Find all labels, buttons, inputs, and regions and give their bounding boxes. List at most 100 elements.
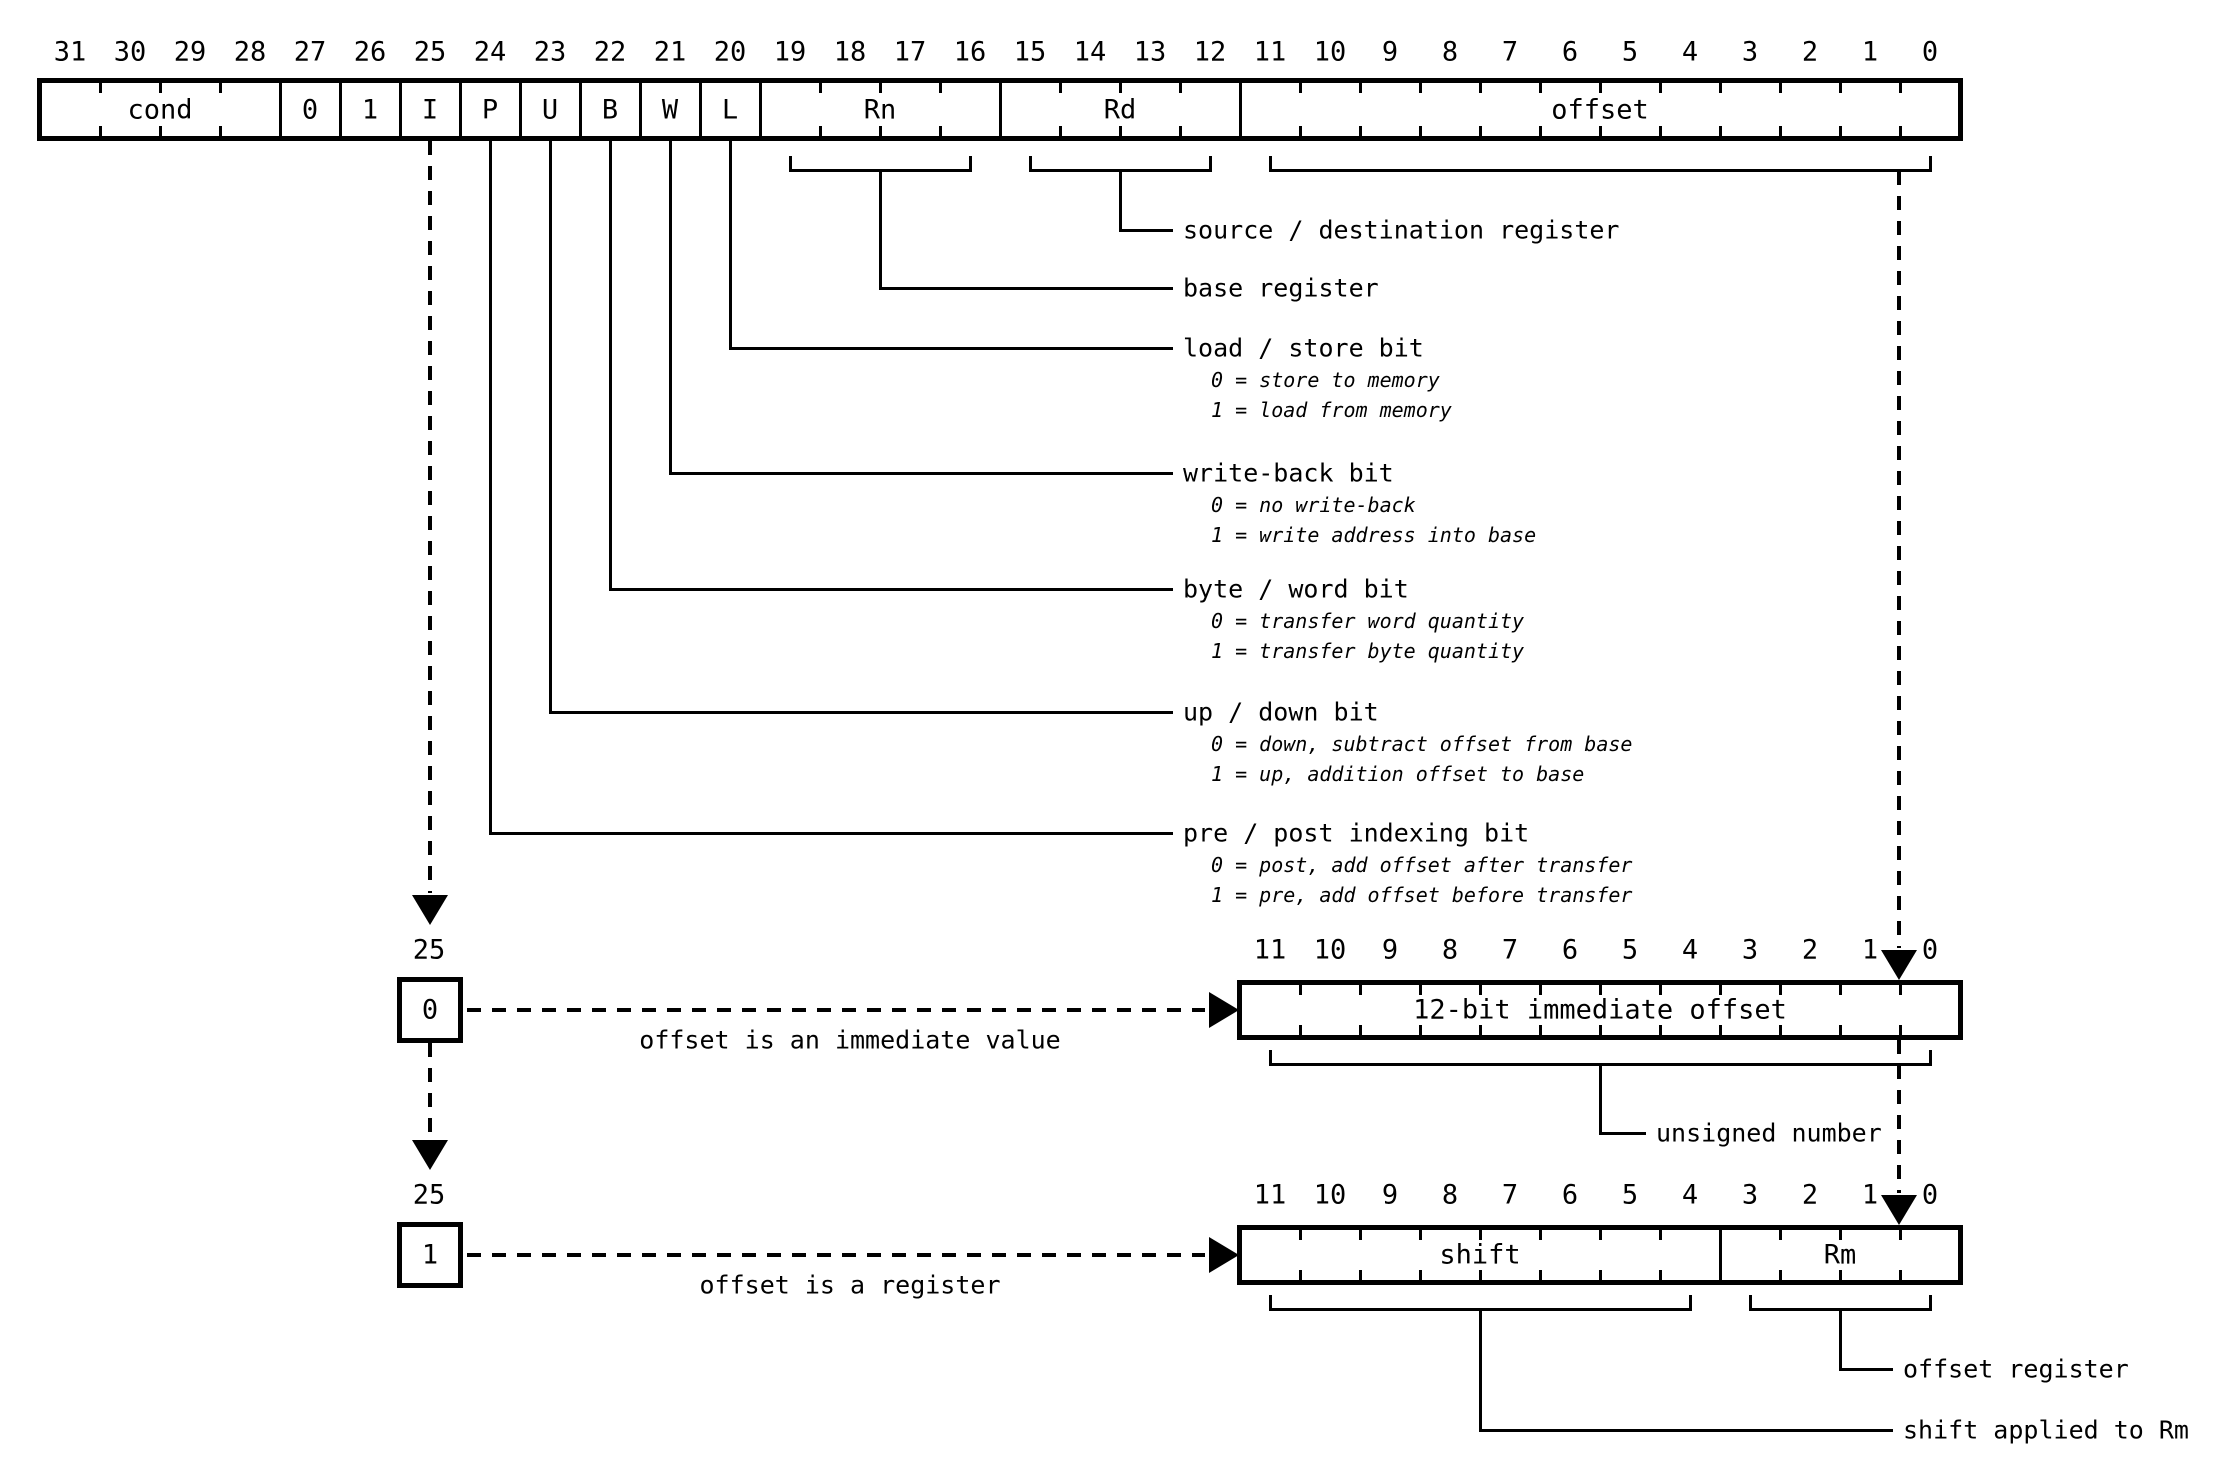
bit-tick [1658, 126, 1662, 136]
bit-tick [1538, 1230, 1542, 1240]
note-connector-horizontal [1480, 1428, 1893, 1432]
selector-bit-box [397, 977, 463, 1043]
bit-tick [1118, 126, 1122, 136]
bit-tick [1538, 1025, 1542, 1035]
bit-tick [1118, 83, 1122, 93]
field-label: shift [1439, 1239, 1521, 1271]
bit-tick [218, 126, 222, 136]
field-divider [998, 81, 1002, 138]
bit-tick [1778, 126, 1782, 136]
annotation-connector-horizontal [610, 587, 1173, 591]
bit-number-label: 12 [1193, 36, 1227, 68]
bit-number-label: 2 [1801, 1179, 1819, 1211]
bit-number-label: 6 [1561, 36, 1579, 68]
shift-bracket-right-stub [1688, 1295, 1692, 1311]
annotation-connector-vertical [878, 170, 882, 290]
bit-tick [1478, 1270, 1482, 1280]
flow-arrow-down-icon [1881, 950, 1917, 980]
note-connector-vertical [1598, 1064, 1602, 1135]
bit-number-label: 27 [293, 36, 327, 68]
bit-number-label: 20 [713, 36, 747, 68]
bit-number-label: 6 [1561, 1179, 1579, 1211]
selector-flow-line [428, 1043, 432, 1138]
bit-tick [1478, 1230, 1482, 1240]
offset-flow-line [1897, 171, 1901, 948]
bit-tick [1898, 126, 1902, 136]
selector-bit-number: 25 [412, 1179, 446, 1211]
field-divider [278, 81, 282, 138]
offset-bracket-line [1270, 168, 1930, 172]
bit-tick [878, 83, 882, 93]
bit-tick [1538, 985, 1542, 995]
annotation-detail: 1 = load from memory [1211, 398, 1452, 422]
bit-number-label: 7 [1501, 36, 1519, 68]
bit-number-label: 13 [1133, 36, 1167, 68]
bit-tick [1418, 126, 1422, 136]
bit-tick [1418, 985, 1422, 995]
bit-number-label: 19 [773, 36, 807, 68]
annotation-connector-vertical [668, 141, 672, 475]
note-connector-vertical [1478, 1309, 1482, 1432]
annotation-label: pre / post indexing bit [1183, 818, 1530, 848]
bit-tick [1178, 83, 1182, 93]
bit-tick [1658, 83, 1662, 93]
field-divider [698, 81, 702, 138]
bit-tick [1718, 985, 1722, 995]
annotation-label: write-back bit [1183, 458, 1394, 488]
annotation-label: base register [1183, 273, 1379, 303]
field-divider [758, 81, 762, 138]
bit-tick [1658, 1025, 1662, 1035]
bit-number-label: 8 [1441, 36, 1459, 68]
bit-number-label: 31 [53, 36, 87, 68]
annotation-connector-horizontal [1120, 228, 1173, 232]
annotation-connector-horizontal [880, 286, 1173, 290]
offset-bracket-left-stub [1268, 156, 1272, 172]
bit-number-label: 0 [1921, 36, 1939, 68]
annotation-connector-vertical [488, 141, 492, 835]
note-label: offset register [1903, 1354, 2129, 1384]
bit-tick [1718, 1025, 1722, 1035]
rm-bracket-right-stub [1928, 1295, 1932, 1311]
bit-number-label: 8 [1441, 934, 1459, 966]
bit-number-label: 1 [1861, 1179, 1879, 1211]
bit-tick [1658, 1230, 1662, 1240]
bit-tick [1418, 1025, 1422, 1035]
bit-tick [1898, 1025, 1902, 1035]
bit-tick [1598, 985, 1602, 995]
bit-number-label: 11 [1253, 36, 1287, 68]
bit-tick [98, 126, 102, 136]
bit-tick [1838, 1230, 1842, 1240]
field-label: 12-bit immediate offset [1413, 994, 1787, 1026]
bit-tick [1598, 1025, 1602, 1035]
field-label: Rm [1823, 1239, 1857, 1271]
bit-tick [1538, 83, 1542, 93]
field-divider [518, 81, 522, 138]
note-connector-horizontal [1600, 1131, 1646, 1135]
field-label: cond [127, 94, 193, 125]
field-divider [1238, 81, 1242, 138]
bit-tick [158, 126, 162, 136]
annotation-connector-horizontal [490, 831, 1173, 835]
annotation-detail: 1 = up, addition offset to base [1211, 762, 1585, 786]
annotation-connector-horizontal [730, 346, 1173, 350]
bit-tick [1058, 126, 1062, 136]
bit-tick [1778, 1025, 1782, 1035]
field-label: P [481, 94, 499, 125]
annotation-detail: 1 = write address into base [1211, 523, 1537, 547]
bit-number-label: 15 [1013, 36, 1047, 68]
annotation-connector-vertical [548, 141, 552, 714]
flow-arrow-right-icon [1209, 1237, 1239, 1273]
selector-bit-number: 25 [412, 934, 446, 966]
bit-tick [1538, 1270, 1542, 1280]
bit-number-label: 4 [1681, 934, 1699, 966]
immediate-bracket-left-stub [1268, 1050, 1272, 1066]
field-label: W [661, 94, 679, 125]
field-label: 0 [301, 94, 319, 125]
bit-number-label: 7 [1501, 1179, 1519, 1211]
field-label: I [421, 94, 439, 125]
annotation-label: up / down bit [1183, 697, 1379, 727]
note-label: unsigned number [1656, 1118, 1882, 1148]
bit-tick [1898, 1270, 1902, 1280]
bit-number-label: 10 [1313, 36, 1347, 68]
bit-number-label: 30 [113, 36, 147, 68]
